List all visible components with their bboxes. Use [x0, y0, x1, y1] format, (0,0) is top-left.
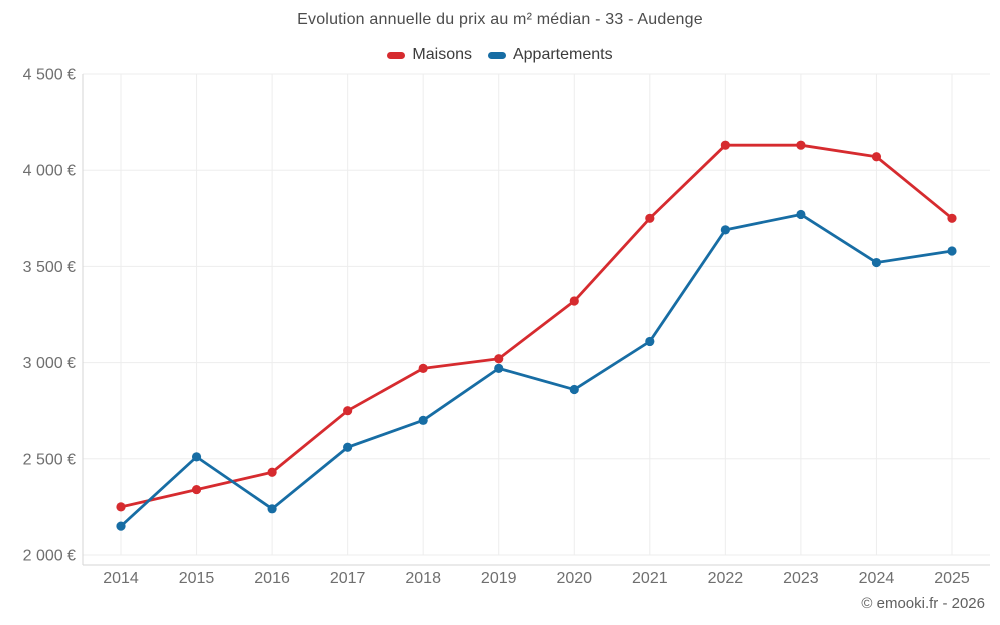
- data-point-maisons-2025[interactable]: [947, 213, 957, 223]
- x-tick-label: 2015: [179, 570, 215, 587]
- x-tick-label: 2016: [254, 570, 290, 587]
- data-point-appartements-2022[interactable]: [720, 225, 730, 235]
- data-point-maisons-2024[interactable]: [871, 152, 882, 162]
- data-point-maisons-2014[interactable]: [116, 502, 126, 512]
- x-tick-label: 2022: [708, 570, 744, 587]
- y-tick-label: 3 000 €: [23, 355, 76, 372]
- legend-swatch-maisons: [387, 51, 406, 59]
- data-point-maisons-2020[interactable]: [569, 296, 579, 306]
- footer-credit: © emooki.fr - 2026: [861, 595, 985, 612]
- x-tick-label: 2020: [556, 570, 592, 587]
- series-line-maisons[interactable]: [119, 143, 954, 509]
- data-point-appartements-2014[interactable]: [116, 521, 126, 531]
- y-tick-label: 3 500 €: [23, 259, 76, 276]
- series-line-appartements[interactable]: [119, 213, 954, 528]
- legend: Maisons Appartements: [0, 46, 1000, 64]
- data-point-appartements-2019[interactable]: [494, 363, 504, 373]
- data-point-maisons-2022[interactable]: [720, 140, 730, 150]
- y-tick-label: 2 500 €: [23, 451, 76, 468]
- data-point-maisons-2017[interactable]: [343, 406, 353, 416]
- legend-item-maisons[interactable]: Maisons: [387, 46, 472, 64]
- legend-swatch-appartements: [487, 51, 506, 59]
- data-point-appartements-2025[interactable]: [947, 246, 957, 256]
- data-point-appartements-2023[interactable]: [796, 209, 806, 220]
- data-point-maisons-2015[interactable]: [191, 484, 202, 495]
- x-tick-label: 2014: [103, 570, 139, 587]
- y-tick-label: 4 000 €: [23, 163, 76, 180]
- x-tick-label: 2017: [330, 570, 366, 587]
- data-point-maisons-2023[interactable]: [796, 140, 806, 150]
- y-tick-label: 4 500 €: [23, 67, 76, 84]
- data-point-maisons-2018[interactable]: [418, 363, 428, 373]
- legend-label-appartements: Appartements: [512, 46, 613, 63]
- chart-title: Evolution annuelle du prix au m² médian …: [297, 11, 703, 28]
- y-tick-label: 2 000 €: [23, 548, 76, 565]
- x-tick-label: 2019: [481, 570, 517, 587]
- data-point-appartements-2021[interactable]: [645, 336, 655, 347]
- x-tick-label: 2018: [405, 570, 441, 587]
- data-point-maisons-2016[interactable]: [267, 467, 277, 477]
- data-point-appartements-2020[interactable]: [569, 384, 579, 395]
- legend-label-maisons: Maisons: [412, 46, 472, 63]
- x-tick-label: 2025: [934, 570, 970, 587]
- data-point-appartements-2024[interactable]: [871, 257, 882, 268]
- data-point-appartements-2018[interactable]: [418, 415, 428, 425]
- data-point-maisons-2021[interactable]: [645, 213, 655, 223]
- data-point-appartements-2017[interactable]: [343, 442, 353, 452]
- data-point-appartements-2015[interactable]: [191, 452, 202, 462]
- x-tick-label: 2021: [632, 570, 668, 587]
- legend-item-appartements[interactable]: Appartements: [487, 46, 613, 64]
- data-point-appartements-2016[interactable]: [267, 504, 277, 514]
- x-tick-label: 2024: [859, 570, 895, 587]
- x-tick-label: 2023: [783, 570, 819, 587]
- data-point-maisons-2019[interactable]: [494, 354, 504, 364]
